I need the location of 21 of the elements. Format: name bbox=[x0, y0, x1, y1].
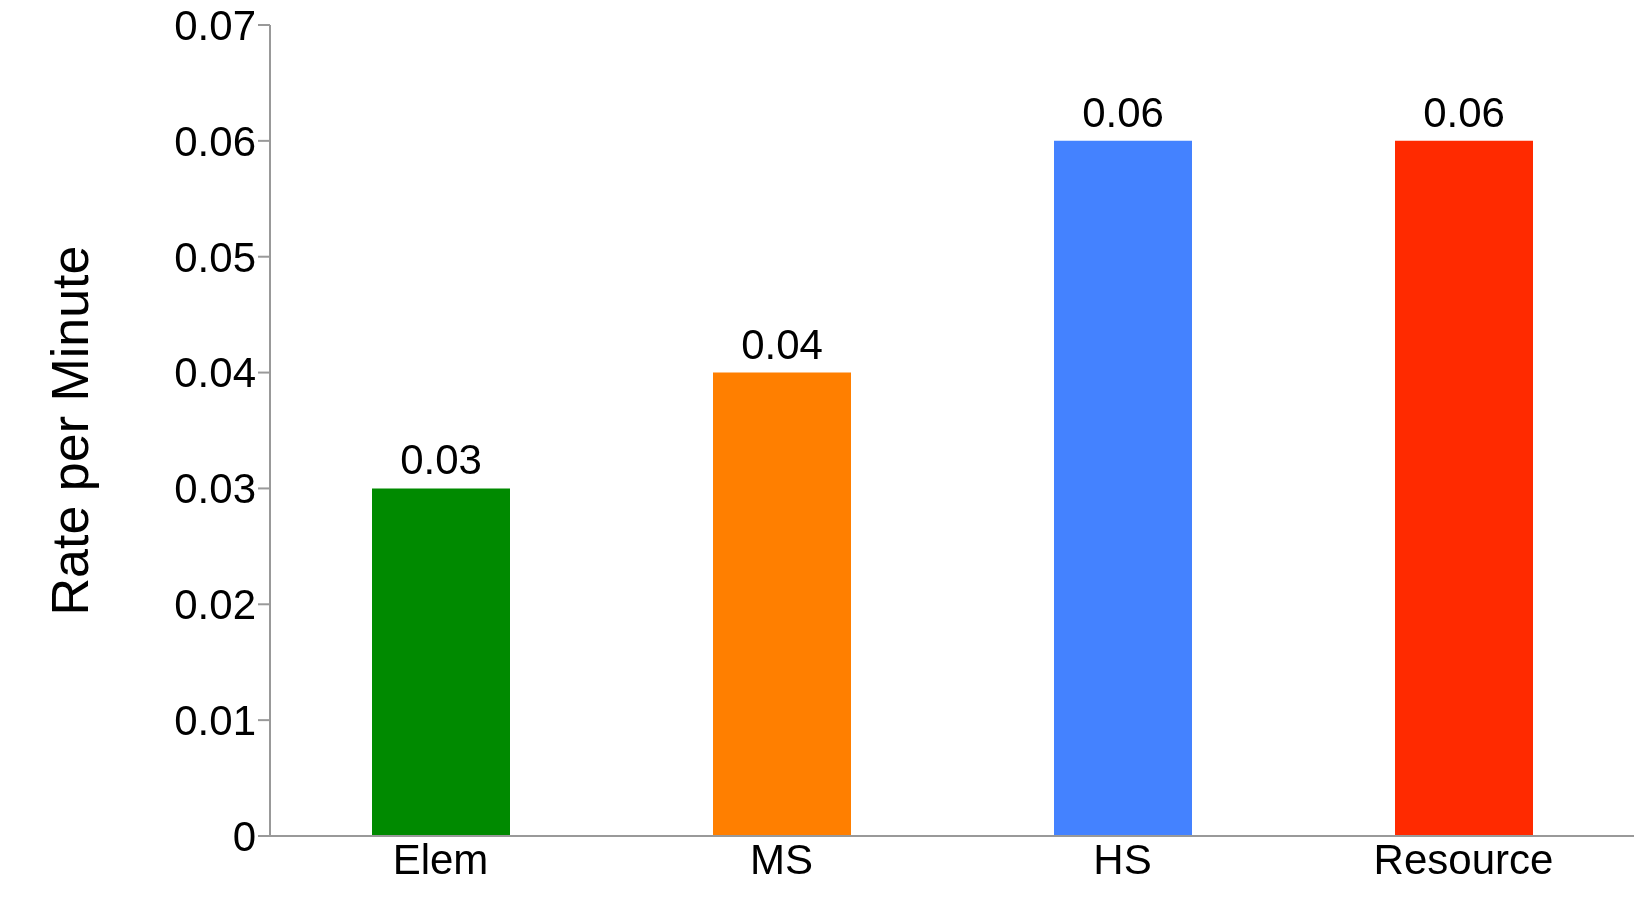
y-tick-label: 0.01 bbox=[174, 697, 256, 745]
y-tick-label: 0 bbox=[232, 812, 256, 860]
bar bbox=[1054, 140, 1192, 836]
y-tick-label: 0.02 bbox=[174, 581, 256, 629]
bar bbox=[713, 372, 851, 836]
x-tick-label: MS bbox=[750, 835, 813, 883]
data-label: 0.03 bbox=[400, 436, 482, 484]
data-label: 0.06 bbox=[1423, 88, 1505, 136]
y-tick-label: 0.03 bbox=[174, 465, 256, 513]
data-label: 0.06 bbox=[1082, 88, 1164, 136]
y-tick-label: 0.05 bbox=[174, 233, 256, 281]
y-tick-label: 0.07 bbox=[174, 1, 256, 49]
y-tick-label: 0.04 bbox=[174, 349, 256, 397]
y-tick-label: 0.06 bbox=[174, 117, 256, 165]
x-tick-label: Resource bbox=[1373, 835, 1554, 883]
bar bbox=[372, 488, 510, 836]
data-label: 0.04 bbox=[741, 320, 823, 368]
x-tick-label: Elem bbox=[392, 835, 489, 883]
y-axis-title: Rate per Minute bbox=[41, 245, 100, 616]
bar bbox=[1395, 140, 1533, 836]
x-tick-label: HS bbox=[1093, 835, 1152, 883]
